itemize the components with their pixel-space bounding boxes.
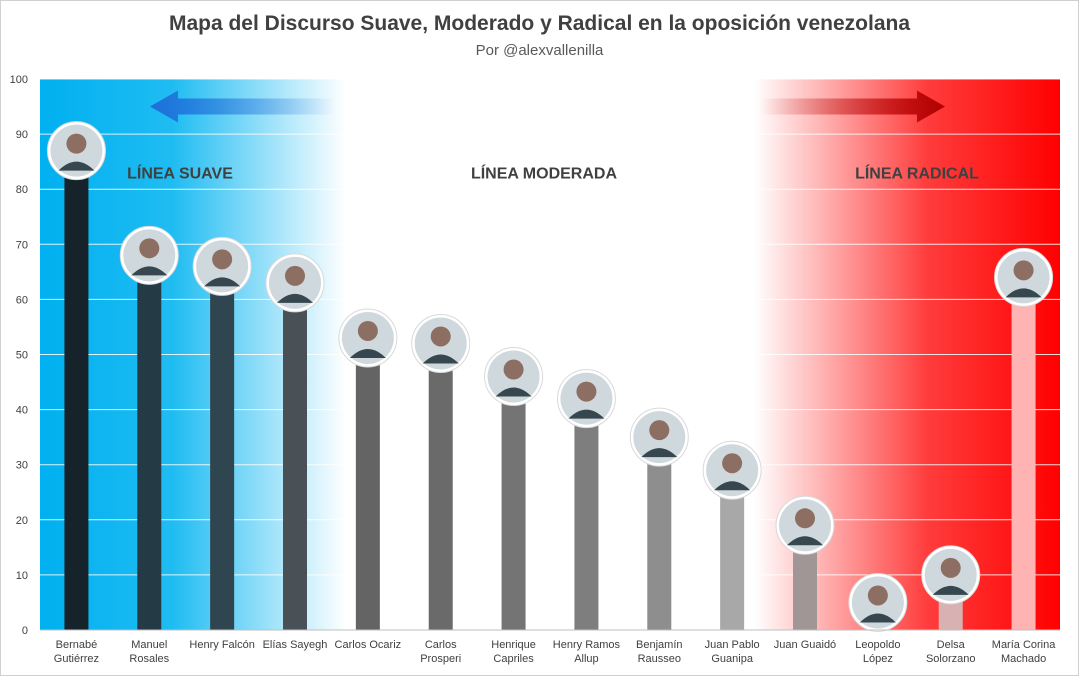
- zone-labels: LÍNEA SUAVE LÍNEA MODERADA LÍNEA RADICAL: [127, 164, 979, 183]
- bar: [501, 376, 526, 630]
- x-tick-label: Solorzano: [926, 653, 976, 665]
- right-arrow-icon: [760, 90, 945, 123]
- x-tick-label: Henrique: [491, 639, 536, 651]
- x-tick-label: Guanipa: [711, 653, 753, 665]
- y-tick-label: 80: [16, 184, 28, 196]
- bar: [137, 255, 162, 630]
- chart-subtitle: Por @alexvallenilla: [475, 42, 604, 59]
- x-tick-label: Rausseo: [638, 653, 681, 665]
- bar: [355, 337, 380, 630]
- avatar-icon: [119, 225, 179, 285]
- x-tick-label: Gutiérrez: [54, 653, 99, 665]
- x-axis: Bernabé Gutiérrez Manuel Rosales Henry Falcó…: [54, 639, 1056, 665]
- y-tick-label: 70: [16, 239, 28, 251]
- bar: [574, 398, 599, 630]
- x-tick-label: Elías Sayegh: [263, 639, 328, 651]
- avatar-icon: [994, 247, 1054, 307]
- x-tick-label: Juan Guaidó: [774, 639, 836, 651]
- y-tick-label: 30: [16, 460, 28, 472]
- bar: [647, 437, 672, 630]
- avatar-icon: [411, 313, 471, 373]
- zone-label: LÍNEA SUAVE: [127, 164, 233, 183]
- x-tick-label: Leopoldo: [855, 639, 900, 651]
- x-tick-label: Machado: [1001, 653, 1046, 665]
- y-axis: 0 10 20 30 40 50 60 70 80 90 100: [10, 74, 1060, 637]
- avatar-icon: [556, 369, 616, 429]
- x-tick-label: Juan Pablo: [705, 639, 760, 651]
- avatar-icon: [265, 253, 325, 313]
- x-tick-label: Bernabé: [56, 639, 98, 651]
- bar: [64, 150, 89, 630]
- x-tick-label: López: [863, 653, 893, 665]
- avatar-icon: [775, 495, 835, 555]
- y-tick-label: 0: [22, 625, 28, 637]
- avatar-icon: [848, 572, 908, 632]
- x-tick-label: María Corina: [992, 639, 1056, 651]
- x-tick-label: Manuel: [131, 639, 167, 651]
- avatar-icon: [338, 308, 398, 368]
- bar: [1011, 277, 1036, 630]
- x-tick-label: Prosperi: [420, 653, 461, 665]
- x-tick-label: Henry Ramos: [553, 639, 621, 651]
- x-tick-label: Delsa: [937, 639, 966, 651]
- avatar-icon: [921, 545, 981, 605]
- chart-title: Mapa del Discurso Suave, Moderado y Radi…: [168, 12, 911, 35]
- avatar-icon: [192, 236, 252, 296]
- y-tick-label: 10: [16, 570, 28, 582]
- y-tick-label: 50: [16, 350, 28, 362]
- y-tick-label: 60: [16, 294, 28, 306]
- avatar-icon: [629, 407, 689, 467]
- bars: [46, 121, 1054, 632]
- left-arrow-icon: [150, 90, 335, 123]
- gridlines: [40, 78, 1060, 631]
- x-tick-label: Carlos: [425, 639, 457, 651]
- x-tick-label: Rosales: [129, 653, 169, 665]
- direction-arrows: [150, 90, 945, 123]
- bar: [283, 282, 307, 630]
- x-tick-label: Henry Falcón: [189, 639, 254, 651]
- y-tick-label: 40: [16, 405, 28, 417]
- y-tick-label: 90: [16, 129, 28, 141]
- y-tick-label: 100: [10, 74, 28, 86]
- x-tick-label: Carlos Ocariz: [335, 639, 402, 651]
- avatar-icon: [702, 440, 762, 500]
- y-tick-label: 20: [16, 515, 28, 527]
- x-tick-label: Capriles: [493, 653, 534, 665]
- bar: [210, 266, 235, 630]
- zone-label: LÍNEA RADICAL: [855, 164, 979, 183]
- x-tick-label: Benjamín: [636, 639, 682, 651]
- x-tick-label: Allup: [574, 653, 598, 665]
- avatar-icon: [46, 121, 106, 181]
- avatar-icon: [484, 347, 544, 407]
- bar: [428, 343, 453, 630]
- zone-label: LÍNEA MODERADA: [471, 164, 618, 183]
